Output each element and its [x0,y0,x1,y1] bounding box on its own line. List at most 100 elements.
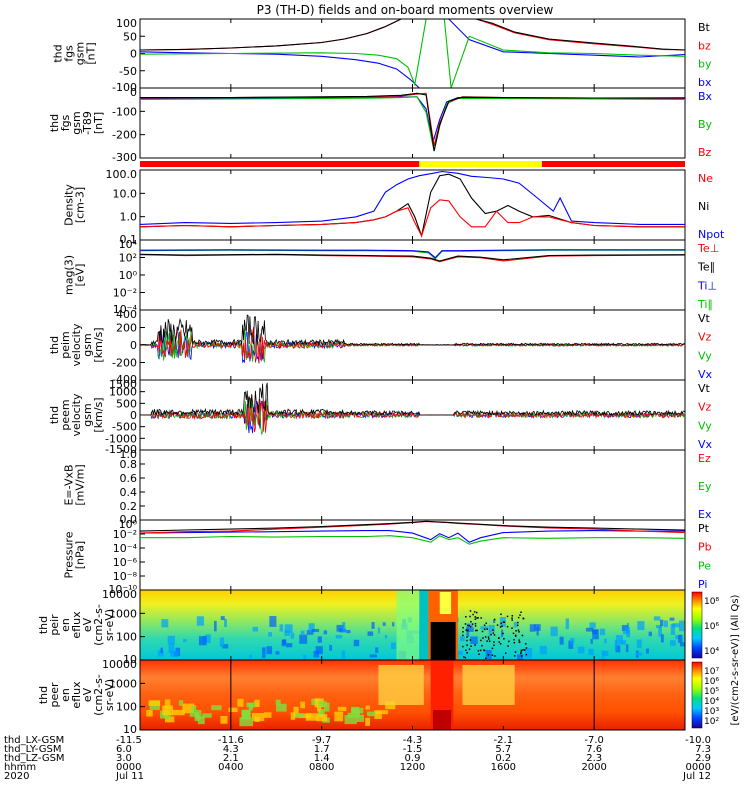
spectrogram-cell [477,650,480,652]
spectrogram-cell [468,624,471,627]
y-tick-label: 10⁰ [119,518,138,531]
spectrogram-cell [182,703,195,714]
spectrogram-cell [219,637,225,647]
x-tick-label: -1.5 [403,744,423,755]
spectrogram-cell [648,631,652,637]
spectrogram-cell [592,630,598,635]
spectrogram-cell [248,654,252,659]
spectrogram-band [396,590,420,660]
spectrogram-cell [525,643,527,645]
spectrogram-cell [520,649,523,652]
spectrogram-cell [170,650,178,657]
spectrogram-cell [511,619,513,621]
legend-entry: Te⊥ [697,242,719,255]
panel-8: 10000 1000 100 10 thdpeirenefluxeV(cm2-s-sr-… [37,588,686,666]
figure-title: P3 (TH-D) fields and on-board moments ov… [257,3,554,17]
panel-9: 10000 1000 100 10 thdpeerenefluxeV(cm2-s-sr-… [37,658,686,736]
spectrogram-cell [276,703,287,712]
spectrogram-cell [488,624,495,632]
spectrogram-cell [536,626,539,636]
colorbar-label: 10⁷ [704,667,719,677]
legend-entry: Vy [698,349,712,362]
spectrogram-cell [658,626,662,637]
y-axis-label: sr-eV) [103,679,116,711]
legend-entry: Ti⊥ [697,279,717,292]
spectrogram-cell [148,700,161,706]
spectrogram-cell [478,653,480,655]
x-tick-label: 2.9 [695,753,711,764]
y-tick-label: 10 [123,723,137,736]
spectrogram-cell [502,632,504,635]
spectrogram-cell [470,645,472,647]
legend-entry: Pb [698,541,712,554]
spectrogram-cell [523,649,526,651]
y-axis-label: [eV] [74,264,87,287]
spectrogram-cell [465,629,468,631]
spectrogram-band [430,622,456,660]
spectrogram-cell [346,630,351,634]
spectrogram-cell [518,641,521,644]
y-axis-label: thd [48,114,61,132]
spectrogram-cell [588,648,594,656]
colorbar-1 [691,661,703,729]
spectrogram-cell [504,652,507,654]
spectrogram-cell [468,648,471,650]
colorbar-label: 10⁴ [704,647,719,657]
spectrogram-cell [499,643,502,645]
spectrogram-cell [585,627,594,632]
x-row-label: thd_LZ-GSM [4,753,65,764]
spectrogram-cell [500,622,502,625]
spectrogram-cell [469,639,472,641]
legend-entry: Pi [698,578,707,591]
spectrogram-cell [499,626,502,628]
spectrogram-cell [334,711,344,722]
spectrogram-cell [679,642,685,647]
spectrogram-cell [196,616,204,626]
spectrogram-cell [565,618,569,630]
x-date-label: Jul 11 [115,771,144,782]
spectrogram-cell [465,649,467,652]
spectrogram-cell [525,653,528,656]
spectrogram-cell [520,652,522,655]
spectrogram-cell [470,636,478,645]
series-line-Bx [140,96,685,143]
spectrogram-cell [342,621,346,633]
spectrogram-cell [475,611,478,614]
y-axis-label: [km/s] [92,397,105,432]
spectrogram-cell [539,645,547,655]
spectrogram-cell [471,623,474,625]
spectrogram-cell [459,636,465,642]
spectrogram-cell [335,635,343,639]
spectrogram-cell [284,624,293,633]
legend-entry: Vz [698,331,712,344]
spectrogram-cell [568,640,574,649]
spectrogram-cell [382,622,386,626]
y-tick-label: 10⁴ [119,238,138,251]
spectrogram-cell [211,705,222,711]
x-tick-label: -7.0 [584,735,604,746]
y-tick-label: 0.1 [120,233,138,246]
spectrogram-cell [481,644,483,647]
spectrogram-cell [263,712,272,718]
y-tick-label: -50 [119,65,137,78]
x-tick-label: -10.0 [685,735,711,746]
x-tick-label: 5.7 [495,744,511,755]
spectrogram-cell [502,621,505,623]
spectrogram-cell [603,650,609,657]
spectrogram-cell [392,622,395,627]
y-axis-label: Density [63,184,76,226]
series-line [140,382,686,417]
spectrogram-cell [474,618,477,620]
spectrogram-cell [377,627,381,634]
x-tick-label: 1.7 [314,744,330,755]
y-tick-label: 10000 [102,588,137,601]
series-line-By [139,96,686,152]
y-tick-label: 200 [116,322,137,335]
y-tick-label: 10.0 [113,187,138,200]
y-axis-label: gsm [81,403,94,426]
spectrogram-cell [500,613,502,616]
spectrogram-cell [522,617,525,620]
y-tick-label: 0 [130,339,137,352]
x-tick-label: -11.5 [116,735,142,746]
